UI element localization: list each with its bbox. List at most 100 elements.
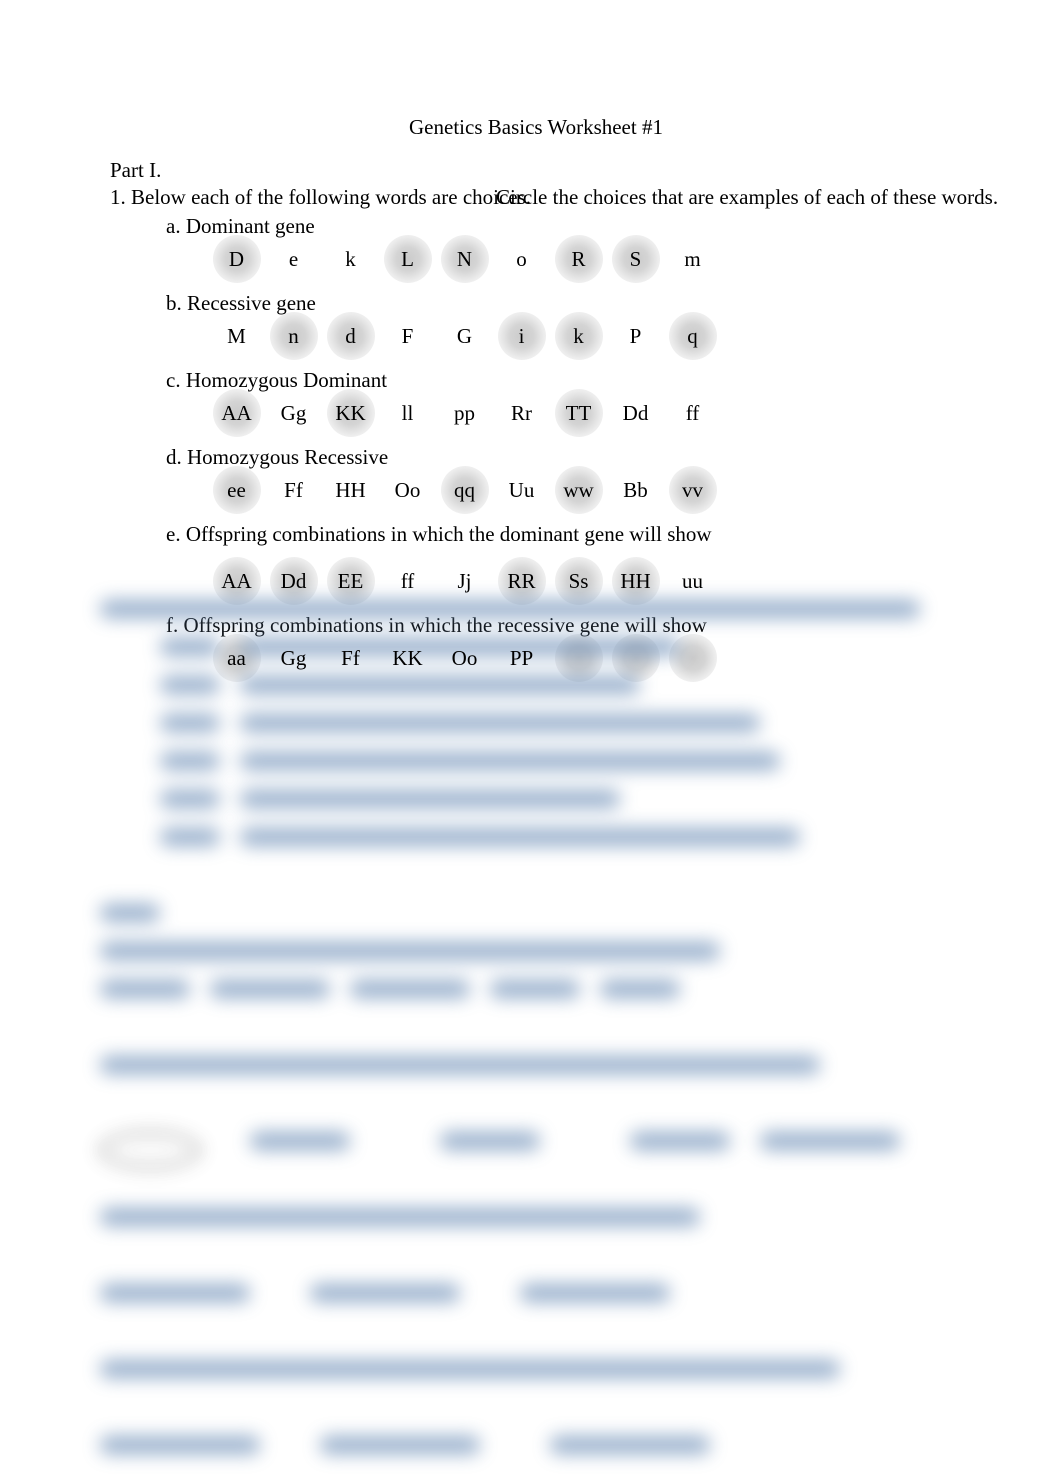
choice-text: uu xyxy=(682,569,703,594)
blurred-line xyxy=(100,1246,960,1276)
blurred-line xyxy=(100,600,960,630)
choice-text: KK xyxy=(392,646,422,671)
blurred-line xyxy=(100,866,960,896)
instruction-prefix: 1. Below each of the following words are… xyxy=(110,185,531,209)
blurred-text-chunk xyxy=(100,980,190,998)
blurred-text-chunk xyxy=(760,1132,900,1150)
blurred-line xyxy=(100,1094,960,1124)
instruction-suffix: the choices that are examples of each of… xyxy=(547,185,998,209)
choice-item: HH xyxy=(322,472,379,508)
blurred-text-chunk xyxy=(440,1132,540,1150)
blurred-text-chunk xyxy=(240,790,620,808)
choice-item: Uu xyxy=(493,472,550,508)
choice-item: ww xyxy=(550,472,607,508)
choice-text: e xyxy=(289,247,298,272)
choice-item: G xyxy=(436,318,493,354)
choice-text: aa xyxy=(227,646,246,671)
choice-item: Gg xyxy=(265,395,322,431)
choice-item: m xyxy=(664,241,721,277)
blurred-text-chunk xyxy=(100,942,720,960)
choice-text: EE xyxy=(338,569,364,594)
choice-text: Uu xyxy=(509,478,535,503)
blurred-text-chunk xyxy=(210,980,330,998)
blurred-line xyxy=(100,1398,960,1428)
blurred-text-chunk xyxy=(100,1208,700,1226)
blurred-line xyxy=(100,714,960,744)
blurred-circled-answer xyxy=(100,1132,200,1168)
choice-text: L xyxy=(401,247,414,272)
choice-item: HH xyxy=(607,563,664,599)
blurred-line xyxy=(100,828,960,858)
choice-text: qq xyxy=(454,478,475,503)
choice-text: AA xyxy=(221,569,251,594)
blurred-text-chunk xyxy=(160,752,220,770)
choice-item: ff xyxy=(664,395,721,431)
choice-text: R xyxy=(571,247,585,272)
choice-text: RR xyxy=(507,569,535,594)
instruction-emphasis: Circle xyxy=(496,185,547,209)
blurred-text-chunk xyxy=(100,600,920,618)
blurred-line xyxy=(100,1018,960,1048)
choice-row: AAGgKKllppRrTTDdff xyxy=(208,395,962,431)
choice-item: uu xyxy=(664,563,721,599)
choice-item: q xyxy=(664,318,721,354)
choice-text: q xyxy=(687,324,698,349)
choice-text: AA xyxy=(221,401,251,426)
choice-text: pp xyxy=(454,401,475,426)
choice-item: ff xyxy=(379,563,436,599)
blurred-text-chunk xyxy=(240,752,780,770)
choice-text: F xyxy=(402,324,414,349)
choice-row: AADdEEffJjRRSsHHuu xyxy=(208,563,962,599)
choice-text: ff xyxy=(401,569,415,594)
choice-item: Dd xyxy=(265,563,322,599)
blurred-text-chunk xyxy=(160,714,220,732)
blurred-line xyxy=(100,980,960,1010)
choice-item: Ff xyxy=(265,472,322,508)
blurred-line xyxy=(100,1284,960,1314)
blurred-text-chunk xyxy=(600,980,680,998)
choice-item: ee xyxy=(208,472,265,508)
choice-text: Ss xyxy=(569,569,589,594)
page-title: Genetics Basics Worksheet #1 xyxy=(110,115,962,140)
choice-text: Ff xyxy=(284,478,303,503)
blurred-line xyxy=(100,1132,960,1162)
blurred-text-chunk xyxy=(320,1436,480,1454)
section-label: a. Dominant gene xyxy=(166,214,962,239)
worksheet-section: c. Homozygous DominantAAGgKKllppRrTTDdff xyxy=(166,368,962,431)
choice-text: KK xyxy=(335,401,365,426)
blurred-text-chunk xyxy=(100,1436,260,1454)
choice-text: Oo xyxy=(395,478,421,503)
blurred-text-chunk xyxy=(100,1284,250,1302)
blurred-text-chunk xyxy=(630,1132,730,1150)
choice-text: ee xyxy=(227,478,246,503)
blurred-text-chunk xyxy=(100,1056,820,1074)
blurred-text-chunk xyxy=(100,904,160,922)
choice-row: DekLNoRSm xyxy=(208,241,962,277)
choice-item: k xyxy=(550,318,607,354)
blurred-text-chunk xyxy=(160,676,220,694)
choice-text: Rr xyxy=(511,401,532,426)
choice-text: HH xyxy=(335,478,365,503)
blurred-text-chunk xyxy=(310,1284,460,1302)
choice-text: P xyxy=(630,324,642,349)
choice-text: o xyxy=(516,247,527,272)
choice-item: Dd xyxy=(607,395,664,431)
title-text: Genetics Basics Worksheet #1 xyxy=(409,115,663,139)
blurred-line xyxy=(100,676,960,706)
blurred-text-chunk xyxy=(240,676,640,694)
choice-text: Dd xyxy=(281,569,307,594)
choice-item: P xyxy=(607,318,664,354)
blurred-line xyxy=(100,1208,960,1238)
blurred-text-chunk xyxy=(250,1132,350,1150)
blurred-line xyxy=(100,1056,960,1086)
section-label: c. Homozygous Dominant xyxy=(166,368,962,393)
choice-text: M xyxy=(227,324,246,349)
choice-item: Ss xyxy=(550,563,607,599)
choice-text: Dd xyxy=(623,401,649,426)
blurred-text-chunk xyxy=(160,828,220,846)
blurred-text-chunk xyxy=(100,1360,840,1378)
choice-item: Rr xyxy=(493,395,550,431)
choice-text: i xyxy=(519,324,525,349)
choice-item: AA xyxy=(208,395,265,431)
choice-text: ff xyxy=(686,401,700,426)
